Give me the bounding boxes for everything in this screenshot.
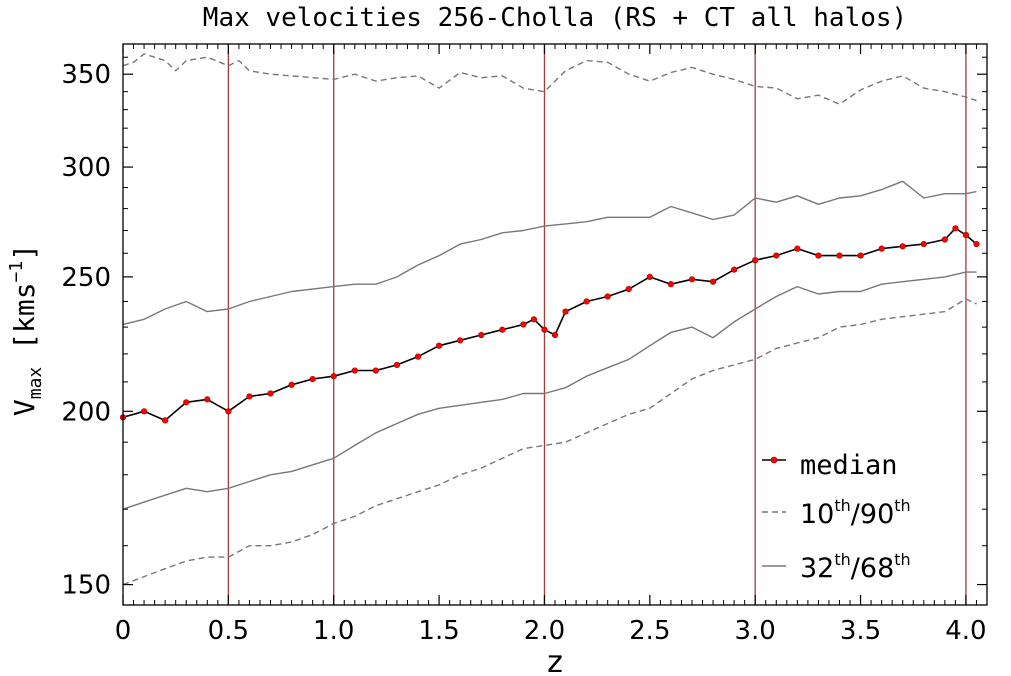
- x-tick-label: 1.5: [418, 616, 459, 646]
- median-point: [520, 321, 527, 328]
- y-label-unit-exponent: −1: [6, 261, 27, 283]
- y-tick-label: 250: [61, 263, 111, 293]
- median-point: [435, 342, 443, 349]
- legend-entry-p10-90: 10th/90th: [762, 496, 911, 530]
- x-tick-label: 2.5: [629, 616, 670, 646]
- median-point: [667, 281, 675, 288]
- median-point: [288, 381, 295, 388]
- svg-text:Vmax [kms−1]: Vmax [kms−1]: [6, 244, 46, 416]
- series-p32: [122, 271, 977, 510]
- legend-entry-median: median: [762, 450, 898, 481]
- median-point: [920, 240, 927, 248]
- median-point: [372, 367, 379, 374]
- x-tick-label: 4.0: [945, 616, 986, 646]
- y-tick-label: 300: [61, 153, 111, 183]
- median-point: [709, 278, 717, 285]
- median-point: [225, 408, 232, 415]
- median-point: [183, 399, 190, 406]
- x-tick-label: 3.0: [735, 616, 776, 646]
- median-point: [551, 331, 559, 339]
- median-point: [140, 408, 148, 415]
- median-point: [773, 252, 780, 259]
- median-point: [499, 326, 506, 333]
- y-label-unit-close: ]: [8, 244, 41, 261]
- median-point: [162, 417, 169, 424]
- median-point: [393, 361, 401, 369]
- x-axis-label: z: [547, 645, 563, 676]
- median-point: [973, 240, 980, 248]
- median-point: [604, 293, 611, 300]
- median-point: [246, 393, 253, 400]
- x-tick-label: 1.0: [313, 616, 354, 646]
- legend: median 10th/90th 32th/68th: [762, 450, 911, 584]
- median-point: [414, 353, 422, 360]
- median-point: [267, 390, 274, 397]
- y-tick-label: 350: [61, 60, 111, 90]
- legend-p32-68-label: 32th/68th: [800, 550, 911, 584]
- median-point: [836, 252, 843, 259]
- y-label-unit-open: [kms: [8, 282, 41, 366]
- median-point: [952, 225, 959, 232]
- series-p10: [122, 298, 977, 586]
- median-point: [562, 308, 569, 315]
- median-point: [351, 367, 358, 374]
- x-axis-ticks: 0 0.5 1.0 1.5 2.0 2.5 3.0 3.5 4.0: [115, 44, 987, 646]
- median-point: [962, 231, 970, 239]
- median-point: [646, 273, 653, 280]
- median-point: [731, 266, 738, 273]
- median-point: [309, 375, 316, 383]
- x-tick-label: 2.0: [524, 616, 565, 646]
- median-point: [625, 285, 632, 293]
- series-p90: [122, 53, 977, 105]
- legend-median-marker: [770, 456, 778, 464]
- legend-p10-90-label: 10th/90th: [800, 496, 911, 530]
- vertical-marker-lines: [227, 44, 967, 605]
- median-point: [688, 276, 696, 283]
- x-tick-label: 0.5: [208, 616, 249, 646]
- y-label-subscript: max: [25, 367, 46, 400]
- y-label-base: V: [8, 399, 41, 416]
- legend-entry-p32-68: 32th/68th: [762, 550, 911, 584]
- x-tick-label: 3.5: [840, 616, 881, 646]
- median-point: [941, 236, 948, 243]
- median-point: [583, 298, 590, 305]
- series-p68: [122, 180, 977, 326]
- median-point: [752, 257, 759, 264]
- median-point: [878, 245, 885, 252]
- y-tick-label: 200: [61, 397, 111, 427]
- y-tick-label: 150: [61, 571, 111, 601]
- median-point: [815, 252, 822, 259]
- median-point: [899, 243, 906, 250]
- y-axis-label: Vmax [kms−1]: [6, 244, 46, 416]
- median-point: [857, 252, 864, 259]
- x-tick-label: 0: [115, 616, 132, 646]
- chart-title: Max velocities 256-Cholla (RS + CT all h…: [203, 3, 907, 33]
- median-point: [204, 396, 211, 403]
- y-axis-ticks: 150 200 250 300 350: [61, 56, 987, 601]
- median-point: [541, 326, 548, 333]
- legend-median-label: median: [800, 450, 898, 481]
- median-point: [457, 337, 464, 344]
- median-point: [530, 316, 538, 323]
- median-point: [330, 373, 337, 380]
- median-point: [478, 331, 485, 339]
- median-point: [794, 245, 801, 252]
